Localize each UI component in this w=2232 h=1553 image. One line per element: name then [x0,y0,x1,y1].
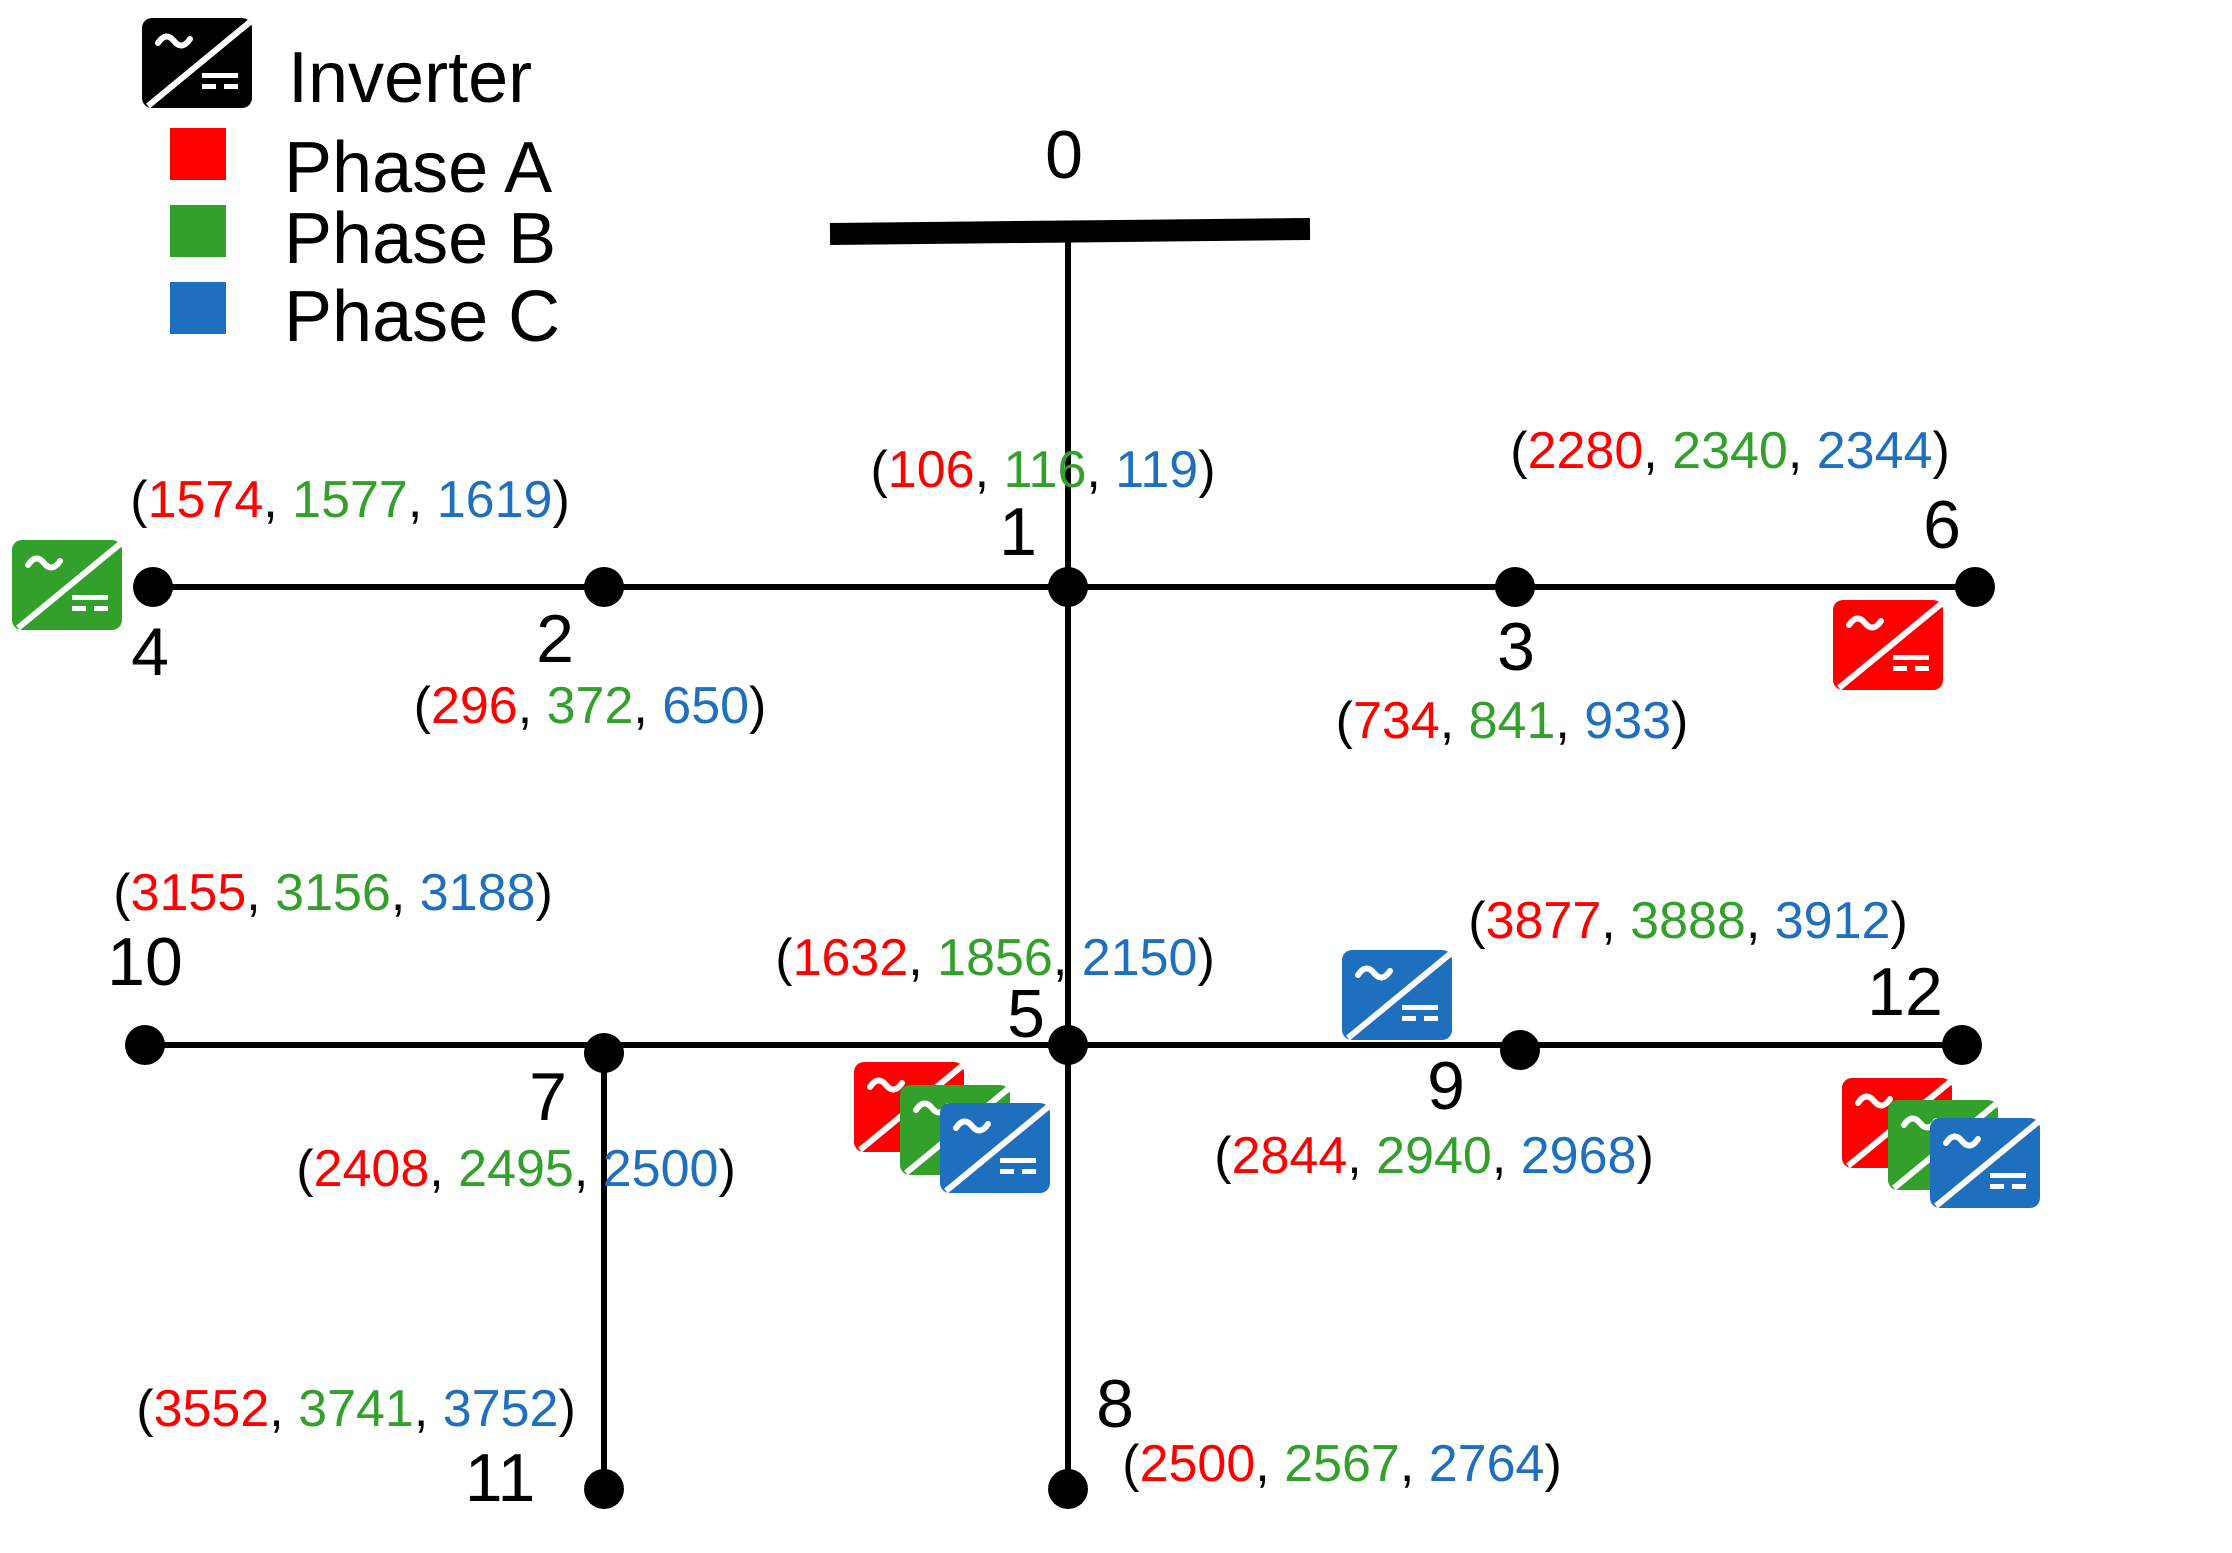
node-11-phase-values: (3552, 3741, 3752) [136,1380,576,1438]
bus-0-bar [829,218,1311,245]
node-0-label: 0 [1045,117,1083,193]
node-5-phase-b-value: 1856 [937,929,1053,987]
legend-phase-a-swatch [170,128,226,180]
node-3-phase-a-value: 734 [1353,692,1440,750]
feeder-lines [145,218,1975,1489]
node-1-dot [1048,567,1088,607]
node-5-phase-values: (1632, 1856, 2150) [775,929,1215,987]
node-6-label: 6 [1923,487,1961,563]
node-12-phase-c-value: 3912 [1775,892,1891,950]
node-7-phase-a-value: 2408 [314,1140,430,1198]
node-10-phase-c-value: 3188 [420,864,536,922]
node-6-dot [1955,567,1995,607]
node-1-label: 1 [999,494,1037,570]
node-3-label: 3 [1497,609,1535,685]
inverter-icon-node-4-phase-b [12,540,122,630]
node-4-phase-b-value: 1577 [292,471,408,529]
node-8-phase-b-value: 2567 [1284,1435,1400,1493]
node-9-phase-a-value: 2844 [1232,1127,1348,1185]
node-8-phase-values: (2500, 2567, 2764) [1122,1435,1562,1493]
node-6-phase-values: (2280, 2340, 2344) [1510,422,1950,480]
node-10-phase-values: (3155, 3156, 3188) [113,864,553,922]
node-2-label: 2 [536,601,574,677]
node-11-phase-a-value: 3552 [154,1380,270,1438]
node-10-phase-a-value: 3155 [131,864,247,922]
node-3-phase-b-value: 841 [1469,692,1556,750]
node-7-phase-c-value: 2500 [603,1140,719,1198]
node-9-dot [1500,1030,1540,1070]
inverter-icon-node-9-phase-c [1342,950,1452,1040]
legend-phase-a-label: Phase A [284,128,552,208]
node-4-phase-values: (1574, 1577, 1619) [130,471,570,529]
node-2-phase-a-value: 296 [431,677,518,735]
node-5-dot [1048,1025,1088,1065]
node-2-phase-values: (296, 372, 650) [414,677,767,735]
legend-phase-b-label: Phase B [284,199,556,279]
nodes-layer [125,567,1995,1509]
node-7-phase-values: (2408, 2495, 2500) [296,1140,736,1198]
node-8-label: 8 [1096,1366,1134,1442]
node-4-dot [133,567,173,607]
node-6-phase-c-value: 2344 [1817,422,1933,480]
node-4-phase-a-value: 1574 [148,471,264,529]
legend-phase-c-label: Phase C [284,277,560,357]
legend-phase-c-swatch [170,282,226,334]
node-3-dot [1495,567,1535,607]
node-6-phase-a-value: 2280 [1528,422,1644,480]
node-11-dot [584,1469,624,1509]
node-5-label: 5 [1007,976,1045,1052]
node-7-label: 7 [529,1059,567,1135]
node-12-phase-b-value: 3888 [1630,892,1746,950]
node-10-phase-b-value: 3156 [275,864,391,922]
node-10-dot [125,1025,165,1065]
node-5-phase-c-value: 2150 [1082,929,1198,987]
legend-inverter-label: Inverter [288,38,532,118]
node-11-phase-c-value: 3752 [443,1380,559,1438]
legend: Inverter Phase A Phase B Phase C [142,18,560,357]
node-5-phase-a-value: 1632 [793,929,909,987]
node-4-label: 4 [131,614,169,690]
node-4-phase-c-value: 1619 [437,471,553,529]
node-11-label: 11 [465,1440,536,1516]
node-2-phase-b-value: 372 [547,677,634,735]
node-12-dot [1942,1025,1982,1065]
inverter-icon-node-12-phase-c [1930,1118,2040,1208]
node-9-phase-c-value: 2968 [1521,1127,1637,1185]
node-9-label: 9 [1427,1048,1465,1124]
legend-phase-b-swatch [170,205,226,257]
node-10-label: 10 [107,924,183,1000]
node-1-phase-b-value: 116 [1003,441,1086,499]
node-6-phase-b-value: 2340 [1672,422,1788,480]
node-12-label: 12 [1867,954,1943,1030]
node-11-phase-b-value: 3741 [298,1380,414,1438]
node-9-phase-b-value: 2940 [1376,1127,1492,1185]
node-8-phase-a-value: 2500 [1140,1435,1256,1493]
inverter-icon-node-6-phase-a [1833,600,1943,690]
tuples-layer: (106, 116, 119) (296, 372, 650) (734, 841,… [113,422,1950,1493]
node-12-phase-values: (3877, 3888, 3912) [1468,892,1908,950]
node-2-dot [584,567,624,607]
node-9-phase-values: (2844, 2940, 2968) [1214,1127,1654,1185]
node-1-phase-c-value: 119 [1115,441,1198,499]
node-8-phase-c-value: 2764 [1429,1435,1545,1493]
node-8-dot [1048,1469,1088,1509]
node-1-phase-values: (106, 116, 119) [870,441,1215,499]
node-2-phase-c-value: 650 [662,677,749,735]
node-12-phase-a-value: 3877 [1486,892,1602,950]
node-7-phase-b-value: 2495 [458,1140,574,1198]
inverter-icon-node-5-phase-c [940,1103,1050,1193]
node-1-phase-a-value: 106 [888,441,975,499]
node-3-phase-c-value: 933 [1584,692,1671,750]
node-7-dot [584,1033,624,1073]
node-3-phase-values: (734, 841, 933) [1336,692,1689,750]
legend-inverter-icon [142,18,252,108]
